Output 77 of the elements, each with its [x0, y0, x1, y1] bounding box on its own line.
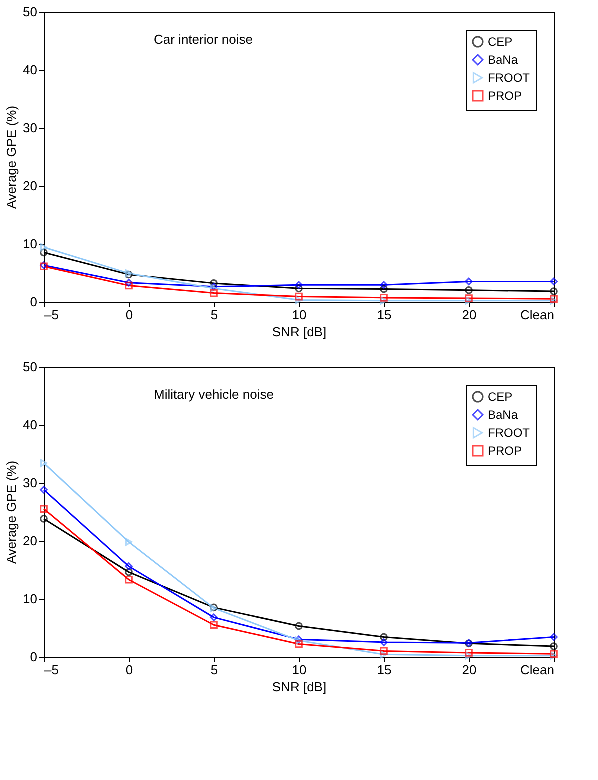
y-tick-label: 30 — [23, 476, 38, 490]
y-axis-title: Average GPE (%) — [4, 460, 20, 564]
point — [210, 614, 218, 622]
point — [295, 622, 303, 630]
point — [465, 649, 473, 657]
point — [295, 281, 303, 290]
point — [125, 568, 133, 576]
y-tick-label: 40 — [23, 418, 38, 432]
x-tick-label: 5 — [210, 662, 218, 678]
point — [295, 640, 303, 648]
y-tick-label: 10 — [23, 236, 38, 252]
x-tick-label: 20 — [462, 662, 477, 678]
x-tick-label: 10 — [292, 662, 307, 678]
point — [125, 562, 133, 570]
point — [380, 281, 388, 290]
legend-label: PROP — [488, 444, 522, 458]
point — [550, 278, 558, 286]
y-tick-label: 50 — [23, 4, 38, 20]
point — [380, 633, 388, 642]
point — [210, 621, 218, 630]
point — [466, 652, 472, 660]
point — [210, 280, 218, 288]
y-tick-label: 40 — [23, 62, 38, 78]
legend-label: CEP — [488, 35, 513, 49]
point — [125, 576, 133, 584]
point — [465, 294, 473, 302]
point — [40, 486, 48, 494]
x-tick-label: 10 — [292, 308, 307, 322]
point — [380, 647, 388, 656]
x-tick-label: –5 — [44, 662, 59, 678]
point — [466, 296, 472, 305]
annotation: Military vehicle noise — [154, 387, 274, 402]
point — [126, 538, 132, 546]
x-tick-label: 15 — [377, 662, 392, 678]
point — [465, 286, 473, 294]
legend-label: BaNa — [488, 53, 518, 67]
point — [295, 284, 303, 293]
point — [210, 289, 218, 298]
point — [296, 296, 302, 304]
point — [210, 283, 218, 291]
x-tick-label: 0 — [126, 662, 134, 678]
y-tick-label: 20 — [23, 534, 38, 548]
point — [125, 282, 133, 290]
x-tick-label: Clean — [520, 662, 554, 678]
point — [40, 244, 48, 252]
point — [380, 650, 388, 659]
x-tick-label: –5 — [44, 308, 59, 322]
point — [125, 278, 133, 287]
x-tick-label: 0 — [126, 308, 134, 322]
point — [380, 294, 388, 302]
y-tick-label: 0 — [30, 294, 38, 310]
point — [40, 459, 48, 468]
point — [465, 278, 473, 286]
point — [380, 285, 388, 294]
point — [380, 638, 388, 646]
x-tick-label: 20 — [462, 308, 477, 322]
y-tick-label: 50 — [23, 360, 38, 374]
point — [40, 505, 48, 514]
x-axis-title: SNR [dB] — [272, 680, 327, 694]
y-tick-label: 30 — [23, 120, 38, 136]
legend-label: CEP — [488, 390, 513, 404]
y-tick-label: 10 — [23, 592, 38, 606]
x-axis-title: SNR [dB] — [272, 324, 327, 340]
point — [295, 292, 303, 301]
y-axis-title: Average GPE (%) — [4, 106, 20, 210]
legend-label: FROOT — [488, 426, 531, 440]
legend-label: BaNa — [488, 408, 518, 422]
x-tick-label: 5 — [210, 308, 218, 322]
annotation: Car interior noise — [154, 32, 253, 47]
legend-label: FROOT — [488, 71, 531, 85]
legend-label: PROP — [488, 89, 522, 103]
x-tick-label: Clean — [520, 308, 554, 322]
point — [550, 633, 558, 642]
x-tick-label: 15 — [377, 308, 392, 322]
point — [380, 296, 388, 305]
y-tick-label: 0 — [30, 650, 38, 664]
y-tick-label: 20 — [23, 178, 38, 194]
